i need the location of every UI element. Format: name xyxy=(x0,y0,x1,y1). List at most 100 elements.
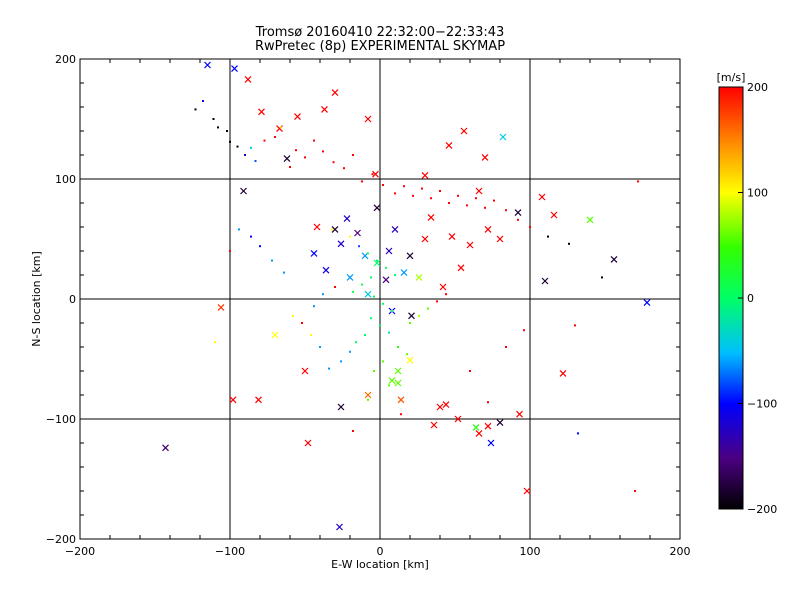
data-point-cross xyxy=(301,367,309,375)
data-point-dot xyxy=(445,293,447,296)
data-point-cross xyxy=(310,249,318,257)
data-point-dot xyxy=(349,235,351,238)
data-point-dot xyxy=(289,166,291,168)
data-point-dot xyxy=(361,180,363,183)
data-points xyxy=(162,61,651,531)
data-point-dot xyxy=(217,126,219,129)
data-point-dot xyxy=(637,180,639,183)
x-tick-label: 100 xyxy=(520,545,541,558)
data-point-dot xyxy=(313,139,315,142)
data-point-dot xyxy=(340,360,342,363)
data-point-dot xyxy=(475,197,477,200)
data-point-dot xyxy=(523,329,525,332)
data-point-dot xyxy=(322,293,324,296)
data-point-cross xyxy=(445,141,453,149)
colorbar: [m/s]200 100 0 −100 −200 xyxy=(717,71,778,516)
data-point-cross xyxy=(406,356,414,364)
data-point-dot xyxy=(493,199,495,202)
data-point-dot xyxy=(469,370,471,372)
data-point-cross xyxy=(385,247,393,255)
data-point-cross xyxy=(304,439,312,447)
data-point-dot xyxy=(505,209,507,212)
data-point-dot xyxy=(517,218,519,221)
data-point-cross xyxy=(586,216,594,224)
data-point-cross xyxy=(388,377,396,385)
data-point-dot xyxy=(397,346,399,348)
data-point-cross xyxy=(550,211,558,219)
data-point-dot xyxy=(238,228,240,231)
data-point-dot xyxy=(229,140,231,143)
data-point-cross xyxy=(442,401,450,409)
data-point-dot xyxy=(371,173,374,176)
data-point-cross xyxy=(475,429,483,437)
data-point-dot xyxy=(292,314,294,317)
data-point-dot xyxy=(394,192,396,195)
data-point-cross xyxy=(204,61,211,69)
data-point-dot xyxy=(574,324,576,327)
data-point-cross xyxy=(217,303,225,311)
data-point-cross xyxy=(421,235,429,243)
data-point-dot xyxy=(403,185,405,188)
data-point-dot xyxy=(391,310,393,312)
data-point-cross xyxy=(283,155,291,163)
data-point-dot xyxy=(376,259,378,262)
chart-subtitle: RwPretec (8p) EXPERIMENTAL SKYMAP xyxy=(254,39,506,54)
data-point-dot xyxy=(194,108,197,111)
chart-title: Tromsø 20160410 22:32:00−22:33:43 xyxy=(255,25,505,40)
colorbar-tick-label: −200 xyxy=(747,503,777,516)
data-point-cross xyxy=(373,204,381,212)
x-tick-label: −100 xyxy=(215,545,245,558)
colorbar-tick-label: 0 xyxy=(747,292,754,305)
data-point-cross xyxy=(313,223,321,231)
data-point-cross xyxy=(331,225,339,233)
x-tick-label: 0 xyxy=(377,545,384,558)
data-point-cross xyxy=(430,421,438,429)
data-point-dot xyxy=(259,245,261,248)
data-point-dot xyxy=(280,126,282,129)
data-point-cross xyxy=(643,299,651,307)
data-point-cross xyxy=(406,252,414,260)
data-point-cross xyxy=(397,396,405,404)
data-point-dot xyxy=(367,398,369,401)
data-point-cross xyxy=(394,367,402,375)
data-point-dot xyxy=(212,118,215,120)
data-point-dot xyxy=(263,139,266,142)
data-point-dot xyxy=(301,322,303,324)
data-point-cross xyxy=(484,422,492,430)
y-tick-label: 200 xyxy=(55,53,76,66)
data-point-dot xyxy=(418,314,420,317)
data-point-dot xyxy=(409,322,411,324)
data-point-dot xyxy=(406,353,408,356)
data-point-cross xyxy=(331,89,339,97)
data-point-cross xyxy=(231,65,238,73)
data-point-cross xyxy=(255,396,262,404)
data-point-cross xyxy=(460,127,468,135)
data-point-dot xyxy=(352,430,354,432)
axis-ticks: −200 −100 0 100 200 −200 −100 0 100 200 xyxy=(46,53,691,558)
data-point-cross xyxy=(516,410,523,418)
data-point-dot xyxy=(466,204,468,207)
data-point-cross xyxy=(484,225,492,233)
data-point-dot xyxy=(236,145,239,148)
data-point-cross xyxy=(523,487,531,495)
data-point-dot xyxy=(334,286,336,288)
data-point-dot xyxy=(382,360,384,363)
data-point-cross xyxy=(415,273,423,281)
data-point-dot xyxy=(361,283,363,286)
data-point-cross xyxy=(514,209,522,217)
data-point-cross xyxy=(400,269,408,277)
data-point-cross xyxy=(541,277,549,285)
data-point-cross xyxy=(382,276,390,284)
data-point-dot xyxy=(373,295,375,298)
data-point-dot xyxy=(349,350,351,353)
data-point-dot xyxy=(328,367,330,370)
data-point-cross xyxy=(475,187,483,195)
data-point-dot xyxy=(430,197,432,200)
data-point-dot xyxy=(388,384,390,387)
data-point-dot xyxy=(370,276,372,279)
data-point-cross xyxy=(439,283,447,291)
data-point-dot xyxy=(457,194,459,197)
data-point-dot xyxy=(373,370,375,372)
data-point-dot xyxy=(295,149,297,152)
